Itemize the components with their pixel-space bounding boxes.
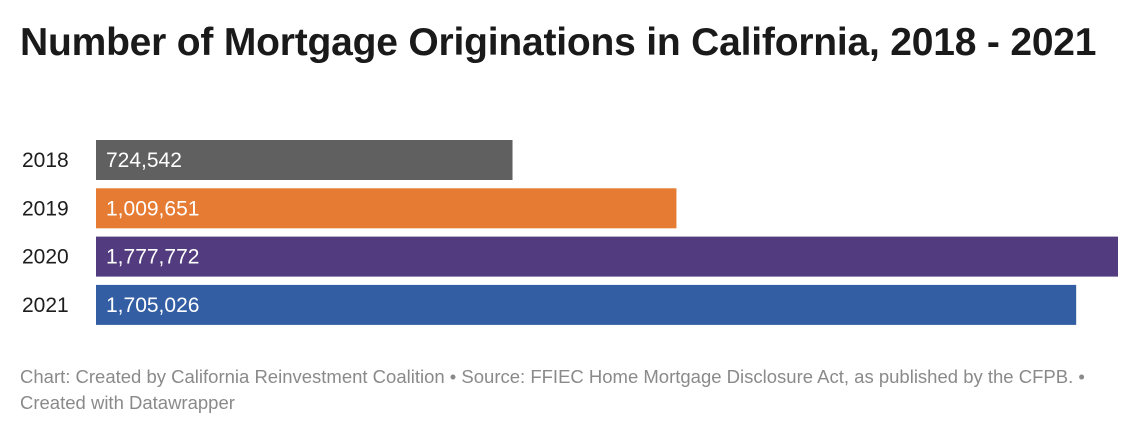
bar-2019 — [96, 188, 677, 229]
bars-group — [96, 140, 1118, 325]
chart-footer-credits: Chart: Created by California Reinvestmen… — [20, 366, 1085, 413]
value-label-2021: 1,705,026 — [106, 294, 199, 317]
bar-2021 — [96, 284, 1077, 325]
category-labels-group: 2018 2019 2020 2021 — [22, 149, 69, 317]
category-label-2021: 2021 — [22, 294, 69, 317]
value-label-2018: 724,542 — [106, 149, 182, 172]
bar-2020 — [96, 236, 1118, 277]
category-label-2018: 2018 — [22, 149, 69, 172]
value-label-2019: 1,009,651 — [106, 197, 199, 220]
value-label-2020: 1,777,772 — [106, 246, 199, 269]
category-label-2019: 2019 — [22, 197, 69, 220]
category-label-2020: 2020 — [22, 246, 69, 269]
bar-2018 — [96, 140, 513, 180]
value-labels-group: 724,542 1,009,651 1,777,772 1,705,026 — [106, 149, 199, 317]
chart-title: Number of Mortgage Originations in Calif… — [20, 21, 1097, 64]
